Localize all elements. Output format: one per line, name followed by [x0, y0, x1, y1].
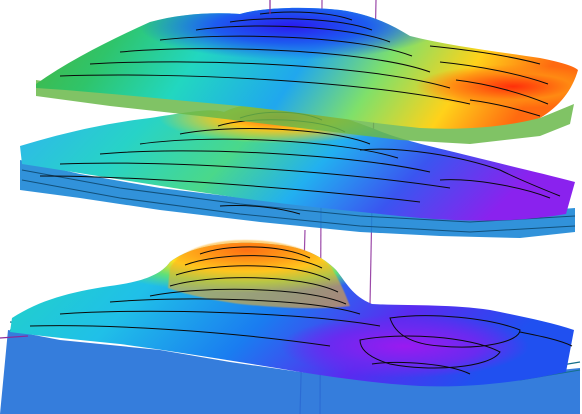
middle-contour-6	[59, 162, 451, 189]
top-contours	[59, 11, 549, 117]
bottom-contour-8	[29, 325, 331, 347]
top-contour-4	[159, 35, 413, 57]
top-contour-2	[229, 18, 373, 31]
middle-contour-3	[179, 128, 371, 145]
top-contour-5	[119, 48, 431, 73]
middle-contour-7	[39, 175, 421, 203]
top-contour-8	[429, 45, 541, 65]
middle-contour-10	[219, 204, 301, 215]
top-contour-9	[439, 61, 549, 85]
top-contour-7	[59, 74, 471, 105]
top-contour-11	[469, 99, 541, 117]
bottom-contours	[29, 246, 573, 375]
middle-contours	[39, 111, 561, 215]
bottom-purple-fill	[10, 242, 574, 387]
top-layer	[36, 7, 578, 144]
bottom-contour-10	[359, 335, 501, 369]
bottom-contour-6	[109, 298, 361, 315]
bottom-axis-tick	[0, 335, 29, 339]
bottom-contour-7	[59, 310, 381, 327]
bottom-dome-glow	[168, 240, 350, 309]
bottom-layer	[0, 240, 581, 414]
top-contour-10	[455, 79, 549, 105]
top-contour-1	[259, 11, 353, 21]
top-contour-3	[195, 25, 391, 43]
top-contour-6	[89, 61, 451, 89]
bottom-contour-11	[371, 361, 471, 375]
bottom-contour-5	[149, 288, 347, 305]
bottom-contour-2	[184, 255, 323, 269]
middle-strata-line-2	[21, 179, 576, 233]
bottom-contour-1	[199, 246, 311, 259]
bottom-layer-edge	[0, 330, 580, 414]
bottom-contour-12	[519, 331, 573, 347]
bottom-contour-4	[169, 277, 339, 293]
bottom-contour-3	[175, 265, 331, 281]
middle-peak-fill	[20, 103, 575, 221]
middle-contour-8	[359, 148, 561, 197]
middle-strata-line-1	[21, 169, 576, 223]
middle-contour-9	[439, 179, 551, 199]
middle-layer	[20, 103, 576, 238]
middle-contour-4	[139, 138, 399, 159]
bottom-contour-9	[389, 315, 521, 348]
middle-contour-5	[99, 150, 431, 173]
